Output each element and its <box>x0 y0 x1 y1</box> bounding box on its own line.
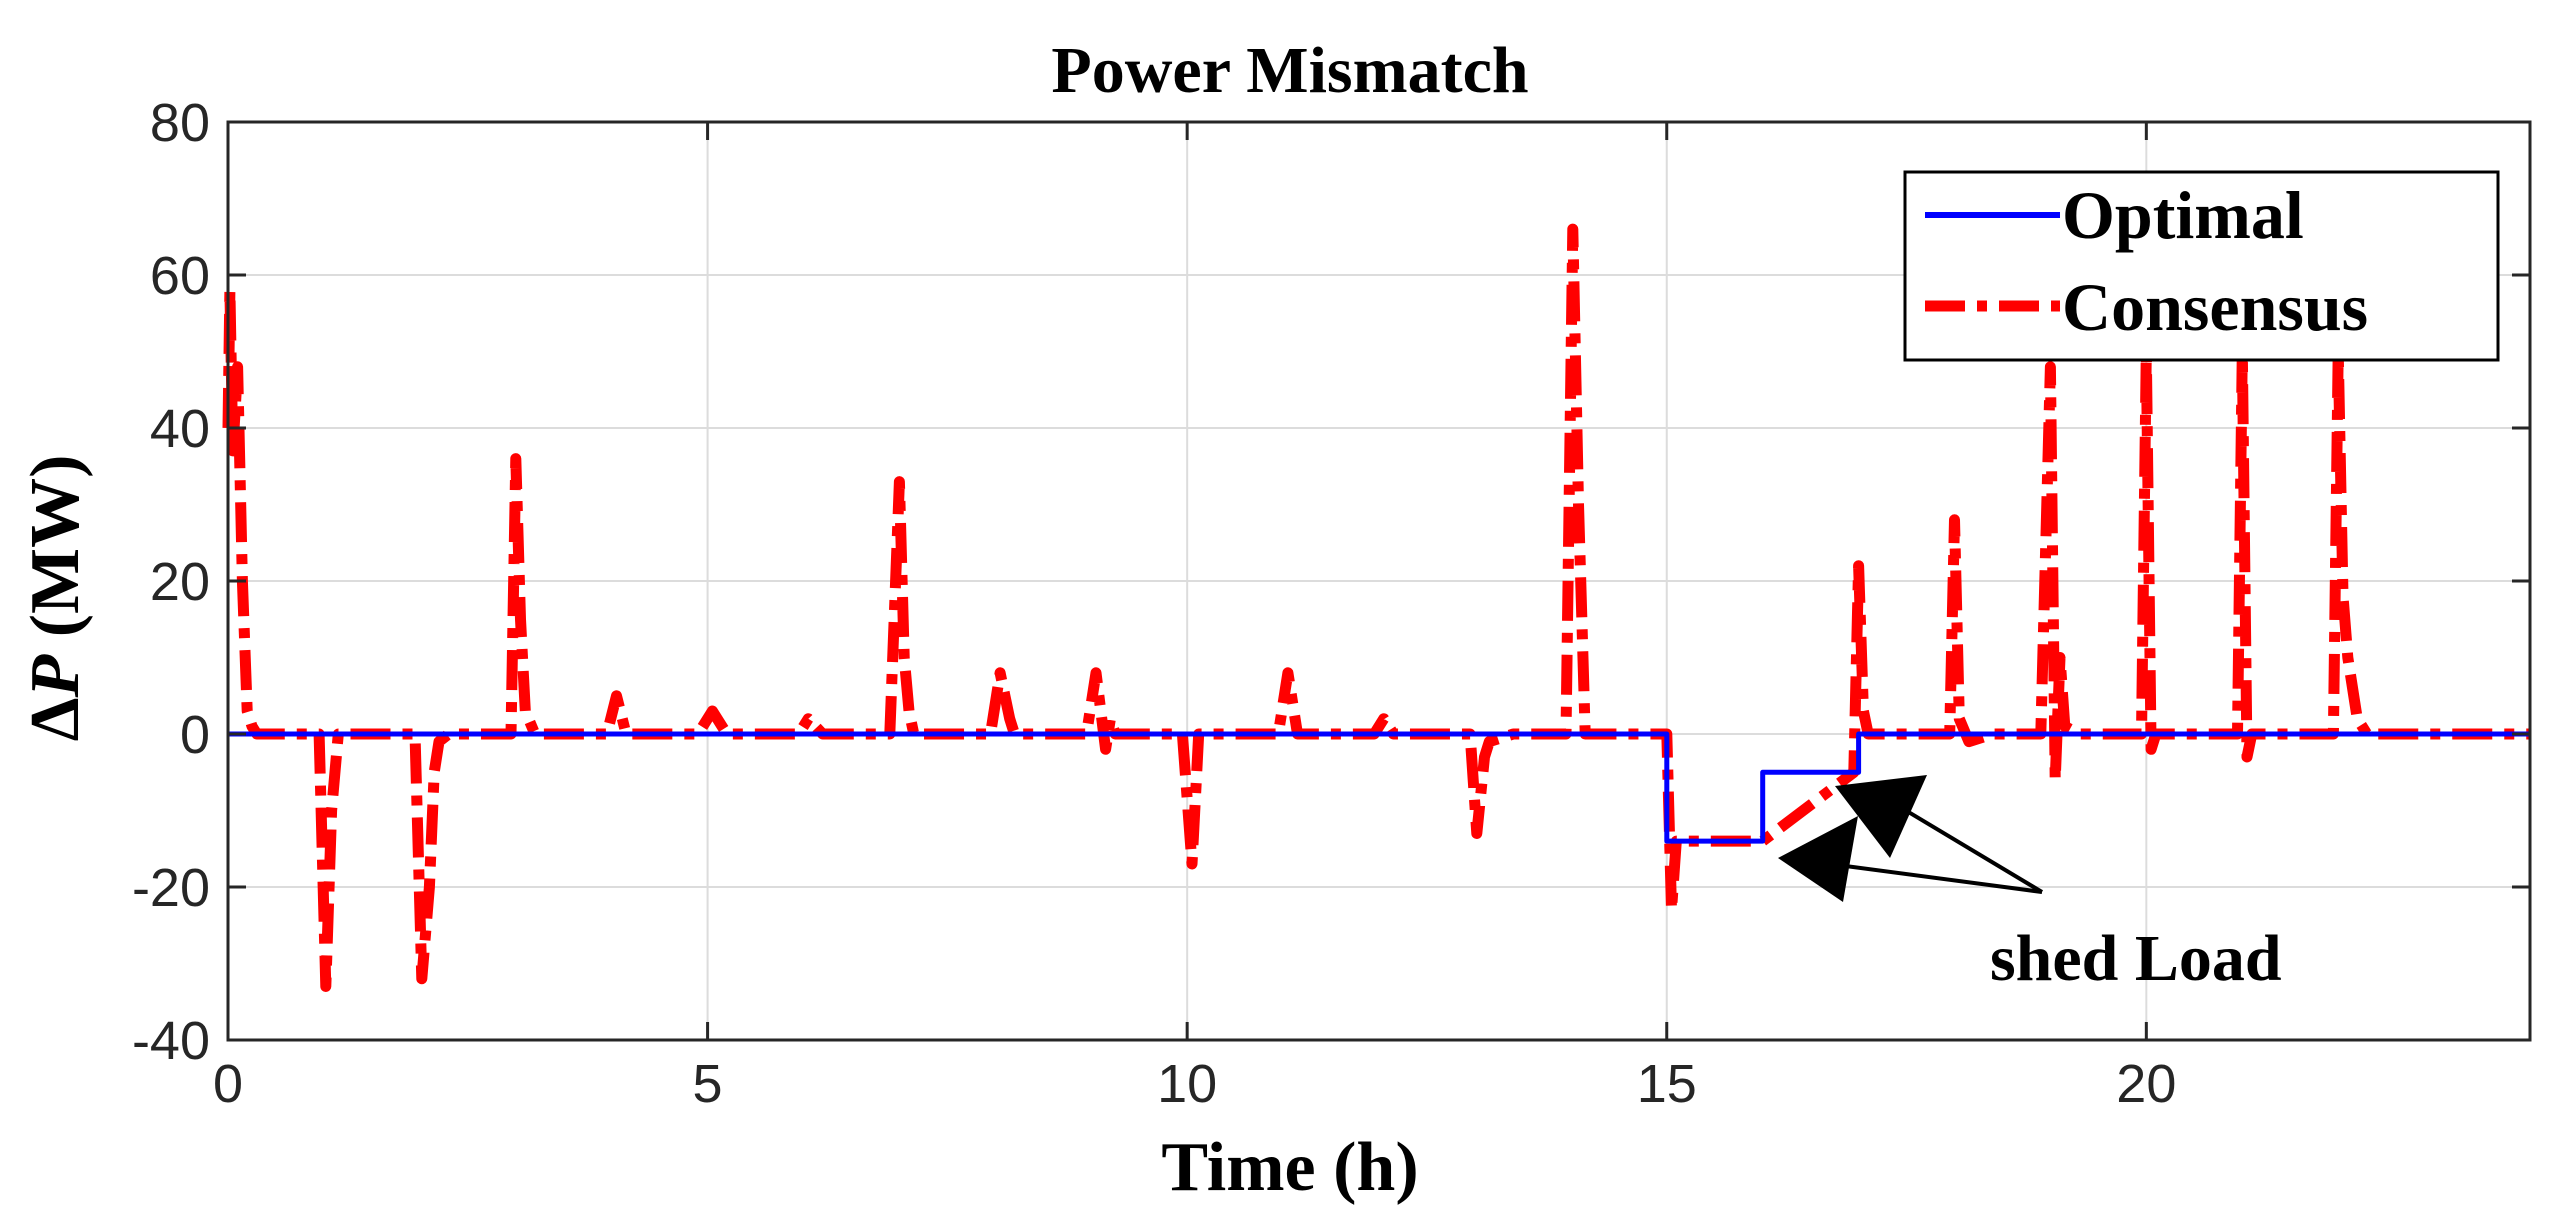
x-tick-label: 5 <box>693 1054 723 1114</box>
y-axis-label-unit: (MW) <box>17 455 94 655</box>
annotation-arrowhead-2 <box>1835 775 1927 858</box>
y-tick-label: -40 <box>132 1011 210 1071</box>
y-tick-label: 0 <box>180 705 210 765</box>
legend-label-consensus: Consensus <box>2062 269 2368 345</box>
y-tick-label: -20 <box>132 858 210 918</box>
series-line-optimal-overlay <box>228 732 2530 844</box>
x-tick-label: 10 <box>1157 1054 1217 1114</box>
y-axis-label-variable: P <box>17 654 94 699</box>
ticks: 0 5 10 15 20 -40 -20 0 20 40 60 80 <box>132 93 2530 1114</box>
y-tick-label: 60 <box>150 246 210 306</box>
series-lines <box>222 223 2530 992</box>
y-axis-label-delta: Δ <box>17 698 94 742</box>
shed-load-annotation: shed Load <box>1778 775 2282 995</box>
x-tick-label: 20 <box>2116 1054 2176 1114</box>
series-line-consensus <box>222 223 2530 992</box>
chart-title: Power Mismatch <box>1051 34 1528 107</box>
x-axis-label: Time (h) <box>1161 1129 1418 1206</box>
x-tick-label: 0 <box>213 1054 243 1114</box>
legend-label-optimal: Optimal <box>2062 177 2304 253</box>
y-tick-label: 20 <box>150 552 210 612</box>
y-tick-label: 80 <box>150 93 210 153</box>
x-tick-label: 15 <box>1637 1054 1697 1114</box>
y-tick-label: 40 <box>150 399 210 459</box>
annotation-arrowhead-1 <box>1778 816 1858 902</box>
legend: Optimal Consensus <box>1903 170 2500 362</box>
annotation-label: shed Load <box>1990 922 2282 995</box>
legend-box <box>1903 170 2500 362</box>
y-axis-label: ΔP (MW) <box>17 455 94 742</box>
